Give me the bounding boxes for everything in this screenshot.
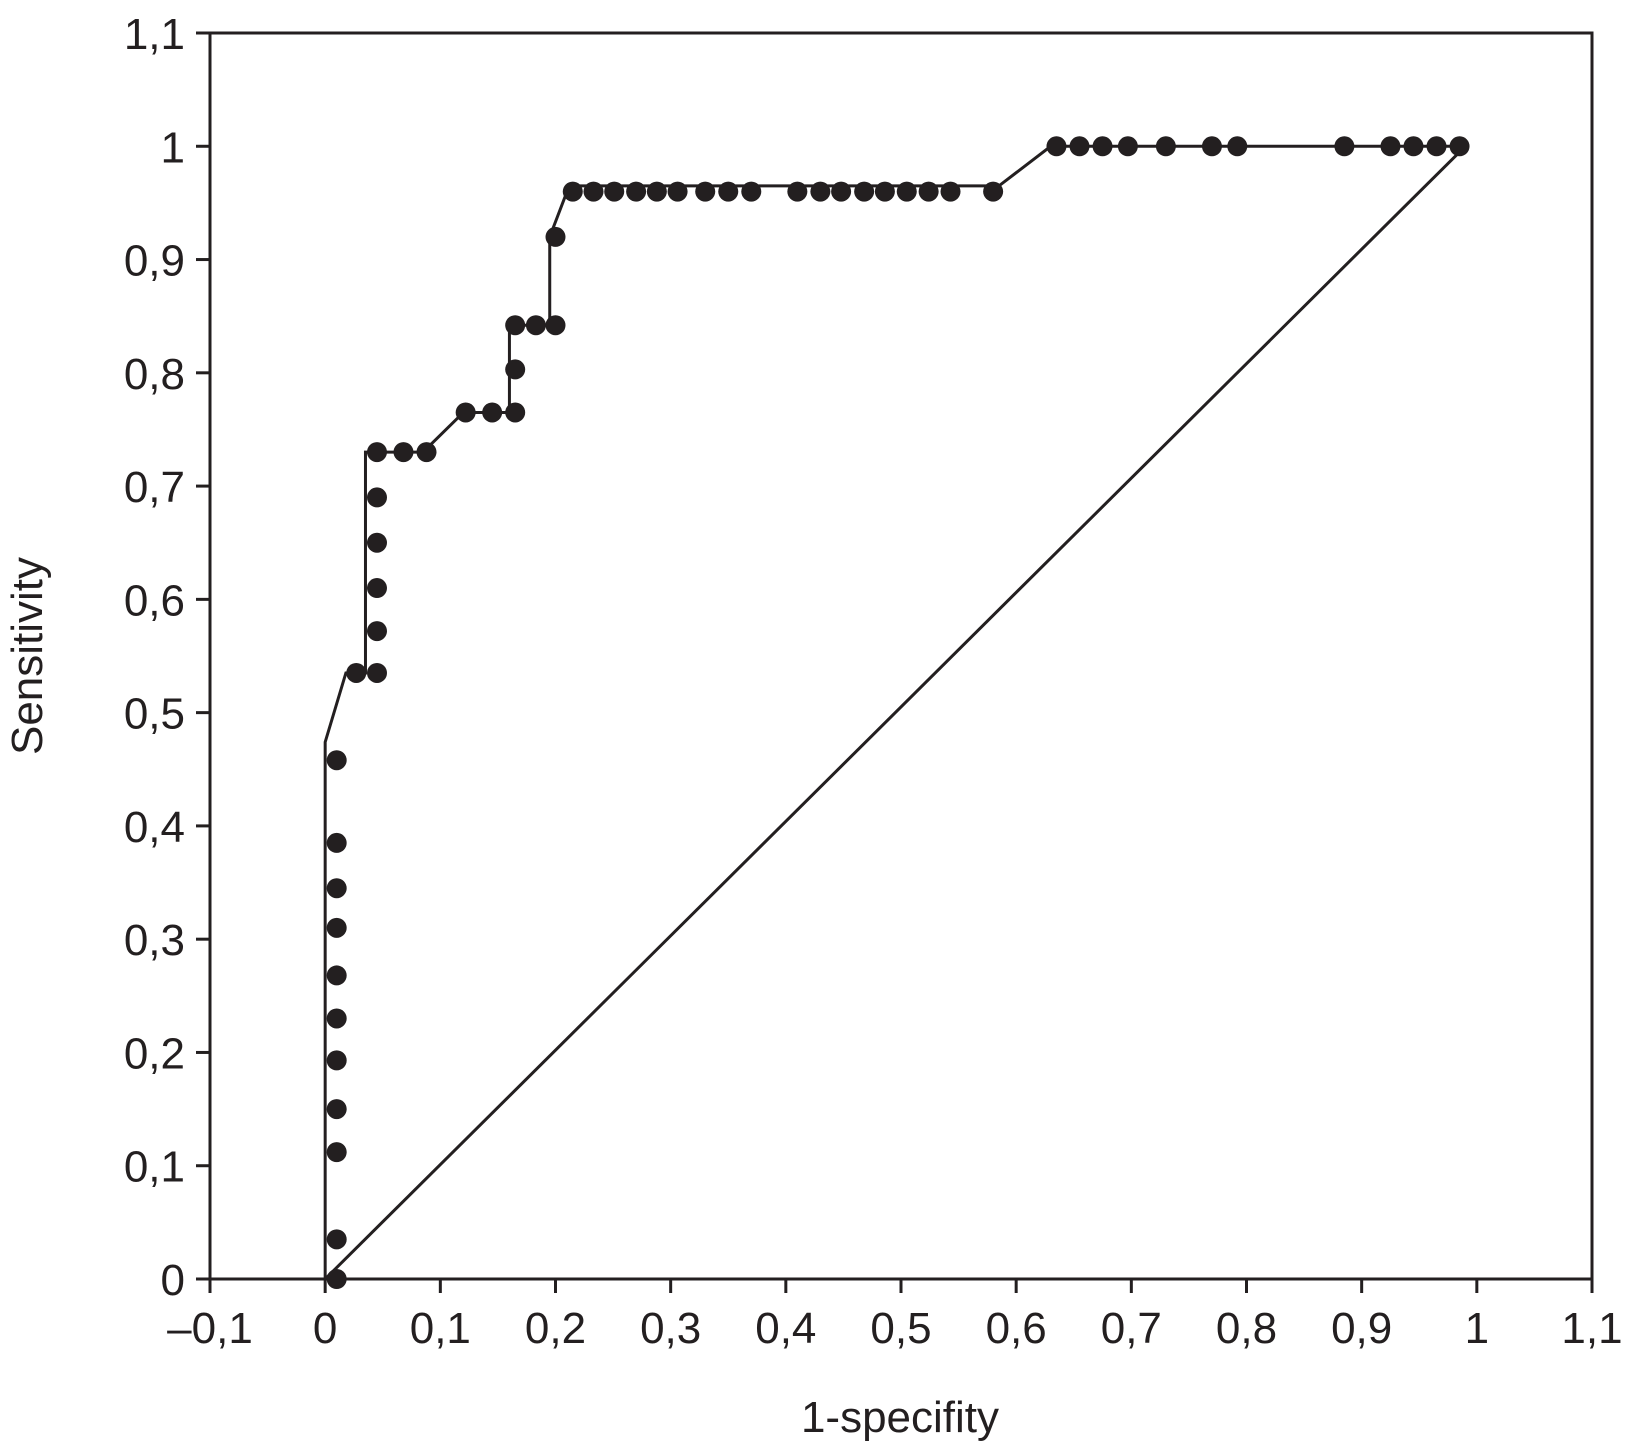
data-point bbox=[646, 181, 667, 202]
data-point bbox=[854, 181, 875, 202]
data-point bbox=[1426, 136, 1447, 157]
data-point bbox=[810, 181, 831, 202]
y-tick-label: 0,9 bbox=[124, 237, 185, 286]
data-point bbox=[583, 181, 604, 202]
x-axis-ticks: –0,1 0 0,1 0,2 0,3 0,4 0,5 0,6 0,7 0,8 0,9 1 1,1 bbox=[167, 1279, 1623, 1353]
y-tick-label: 0,1 bbox=[124, 1143, 185, 1192]
data-point bbox=[393, 442, 414, 463]
y-tick-label: 1 bbox=[161, 123, 185, 172]
data-point bbox=[366, 621, 387, 642]
data-point bbox=[346, 662, 367, 683]
y-tick-label: 0,8 bbox=[124, 350, 185, 399]
x-tick-label: 0,9 bbox=[1331, 1304, 1392, 1353]
data-point bbox=[326, 1008, 347, 1029]
data-point bbox=[874, 181, 895, 202]
data-point bbox=[604, 181, 625, 202]
data-point bbox=[831, 181, 852, 202]
data-point bbox=[326, 750, 347, 771]
x-tick-label: 0,3 bbox=[640, 1304, 701, 1353]
data-point bbox=[562, 181, 583, 202]
data-point bbox=[1334, 136, 1355, 157]
data-point bbox=[326, 878, 347, 899]
x-tick-label: 0,7 bbox=[1101, 1304, 1162, 1353]
data-point bbox=[1155, 136, 1176, 157]
data-point bbox=[326, 1229, 347, 1250]
x-tick-label: 1,1 bbox=[1561, 1304, 1622, 1353]
data-point bbox=[1046, 136, 1067, 157]
x-tick-label: 0,5 bbox=[870, 1304, 931, 1353]
data-point bbox=[741, 181, 762, 202]
x-tick-label: 0 bbox=[313, 1304, 337, 1353]
y-tick-label: 0,6 bbox=[124, 576, 185, 625]
x-tick-label: 0,8 bbox=[1216, 1304, 1277, 1353]
data-point bbox=[525, 315, 546, 336]
marker-layer bbox=[326, 136, 1470, 1289]
data-point bbox=[505, 315, 526, 336]
data-point bbox=[1117, 136, 1138, 157]
data-point bbox=[326, 1050, 347, 1071]
y-tick-label: 1,1 bbox=[124, 10, 185, 59]
data-point bbox=[940, 181, 961, 202]
data-point bbox=[695, 181, 716, 202]
x-tick-label: 1 bbox=[1465, 1304, 1489, 1353]
data-point bbox=[1449, 136, 1470, 157]
data-point bbox=[482, 402, 503, 423]
data-point bbox=[1092, 136, 1113, 157]
data-point bbox=[326, 1269, 347, 1289]
x-tick-label: –0,1 bbox=[167, 1304, 253, 1353]
data-point bbox=[983, 181, 1004, 202]
y-axis-title: Sensitivity bbox=[3, 557, 52, 755]
y-tick-label: 0,3 bbox=[124, 916, 185, 965]
y-axis-ticks: 0 0,1 0,2 0,3 0,4 0,5 0,6 0,7 0,8 0,9 1 1,1 bbox=[124, 10, 210, 1305]
data-point bbox=[667, 181, 688, 202]
y-tick-label: 0,4 bbox=[124, 803, 185, 852]
x-tick-label: 0,1 bbox=[410, 1304, 471, 1353]
data-point bbox=[1201, 136, 1222, 157]
data-point bbox=[918, 181, 939, 202]
data-point bbox=[326, 1099, 347, 1120]
data-point bbox=[505, 402, 526, 423]
data-point bbox=[366, 442, 387, 463]
data-point bbox=[787, 181, 808, 202]
y-tick-label: 0,7 bbox=[124, 463, 185, 512]
data-point bbox=[366, 487, 387, 508]
data-point bbox=[1403, 136, 1424, 157]
data-point bbox=[1227, 136, 1248, 157]
x-tick-label: 0,2 bbox=[525, 1304, 586, 1353]
data-point bbox=[326, 1142, 347, 1163]
data-point bbox=[545, 226, 566, 247]
y-tick-label: 0 bbox=[161, 1256, 185, 1305]
data-point bbox=[366, 532, 387, 553]
x-tick-label: 0,6 bbox=[986, 1304, 1047, 1353]
y-tick-label: 0,2 bbox=[124, 1029, 185, 1078]
data-point bbox=[326, 917, 347, 938]
x-tick-label: 0,4 bbox=[755, 1304, 816, 1353]
data-point bbox=[366, 578, 387, 599]
x-axis-title: 1-specifity bbox=[801, 1393, 999, 1442]
data-point bbox=[1380, 136, 1401, 157]
diagonal-reference-line bbox=[324, 145, 1467, 1281]
data-point bbox=[1069, 136, 1090, 157]
data-point bbox=[718, 181, 739, 202]
data-point bbox=[326, 965, 347, 986]
data-point bbox=[416, 442, 437, 463]
data-point bbox=[366, 662, 387, 683]
data-point bbox=[896, 181, 917, 202]
data-point bbox=[455, 402, 476, 423]
data-point bbox=[326, 832, 347, 853]
data-point bbox=[505, 359, 526, 380]
data-point bbox=[545, 315, 566, 336]
y-tick-label: 0,5 bbox=[124, 690, 185, 739]
data-point bbox=[626, 181, 647, 202]
